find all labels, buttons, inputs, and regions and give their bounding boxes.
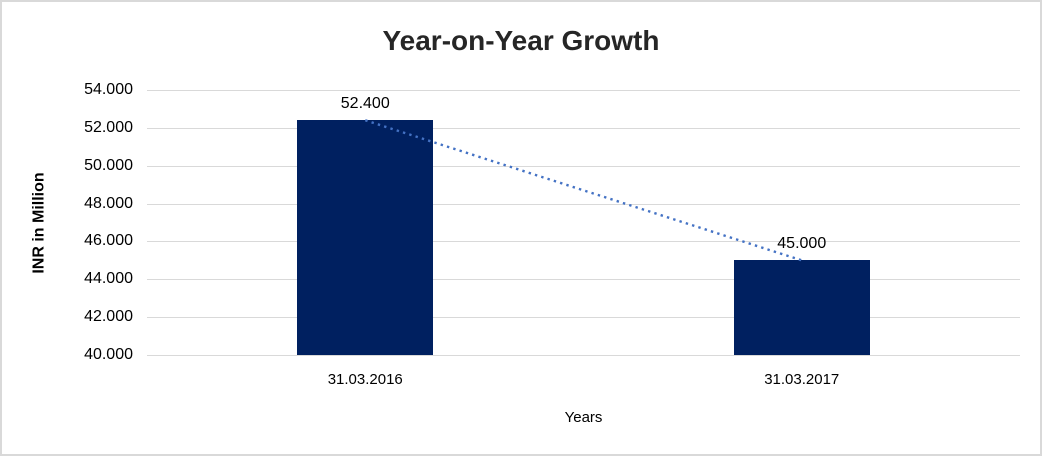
y-tick-label: 42.000	[84, 308, 133, 326]
trendline	[364, 119, 803, 262]
gridline	[147, 203, 1020, 205]
chart-title: Year-on-Year Growth	[382, 25, 660, 56]
gridline	[147, 279, 1020, 281]
y-tick-label: 54.000	[84, 81, 133, 98]
y-tick-label: 46.000	[84, 232, 133, 250]
bar-31.03.2017	[733, 260, 870, 355]
x-axis-line	[147, 355, 1020, 356]
y-tick-label: 52.000	[84, 118, 133, 136]
plot-area: 52.400 45.000	[147, 90, 1020, 356]
y-tick-label: 48.000	[84, 194, 133, 212]
x-axis-title: Years	[564, 409, 603, 426]
x-axis-ticks: 31.03.2016 31.03.2017	[147, 371, 1020, 391]
y-tick-label: 44.000	[84, 270, 133, 288]
x-tick-label: 31.03.2016	[327, 371, 403, 388]
bar-value-label: 45.000	[777, 235, 827, 253]
y-tick-label: 40.000	[84, 346, 133, 363]
bar-value-label: 52.400	[340, 95, 390, 113]
gridline	[147, 90, 1020, 91]
y-axis-ticks: 54.000 52.000 50.000 48.000 46.000 44.000 42.0…	[2, 81, 133, 363]
y-tick-label: 50.000	[84, 156, 133, 174]
x-tick-label: 31.03.2017	[764, 371, 840, 388]
gridline	[147, 317, 1020, 319]
gridline	[147, 165, 1020, 167]
gridline	[147, 127, 1020, 129]
bar-31.03.2016	[297, 120, 434, 355]
